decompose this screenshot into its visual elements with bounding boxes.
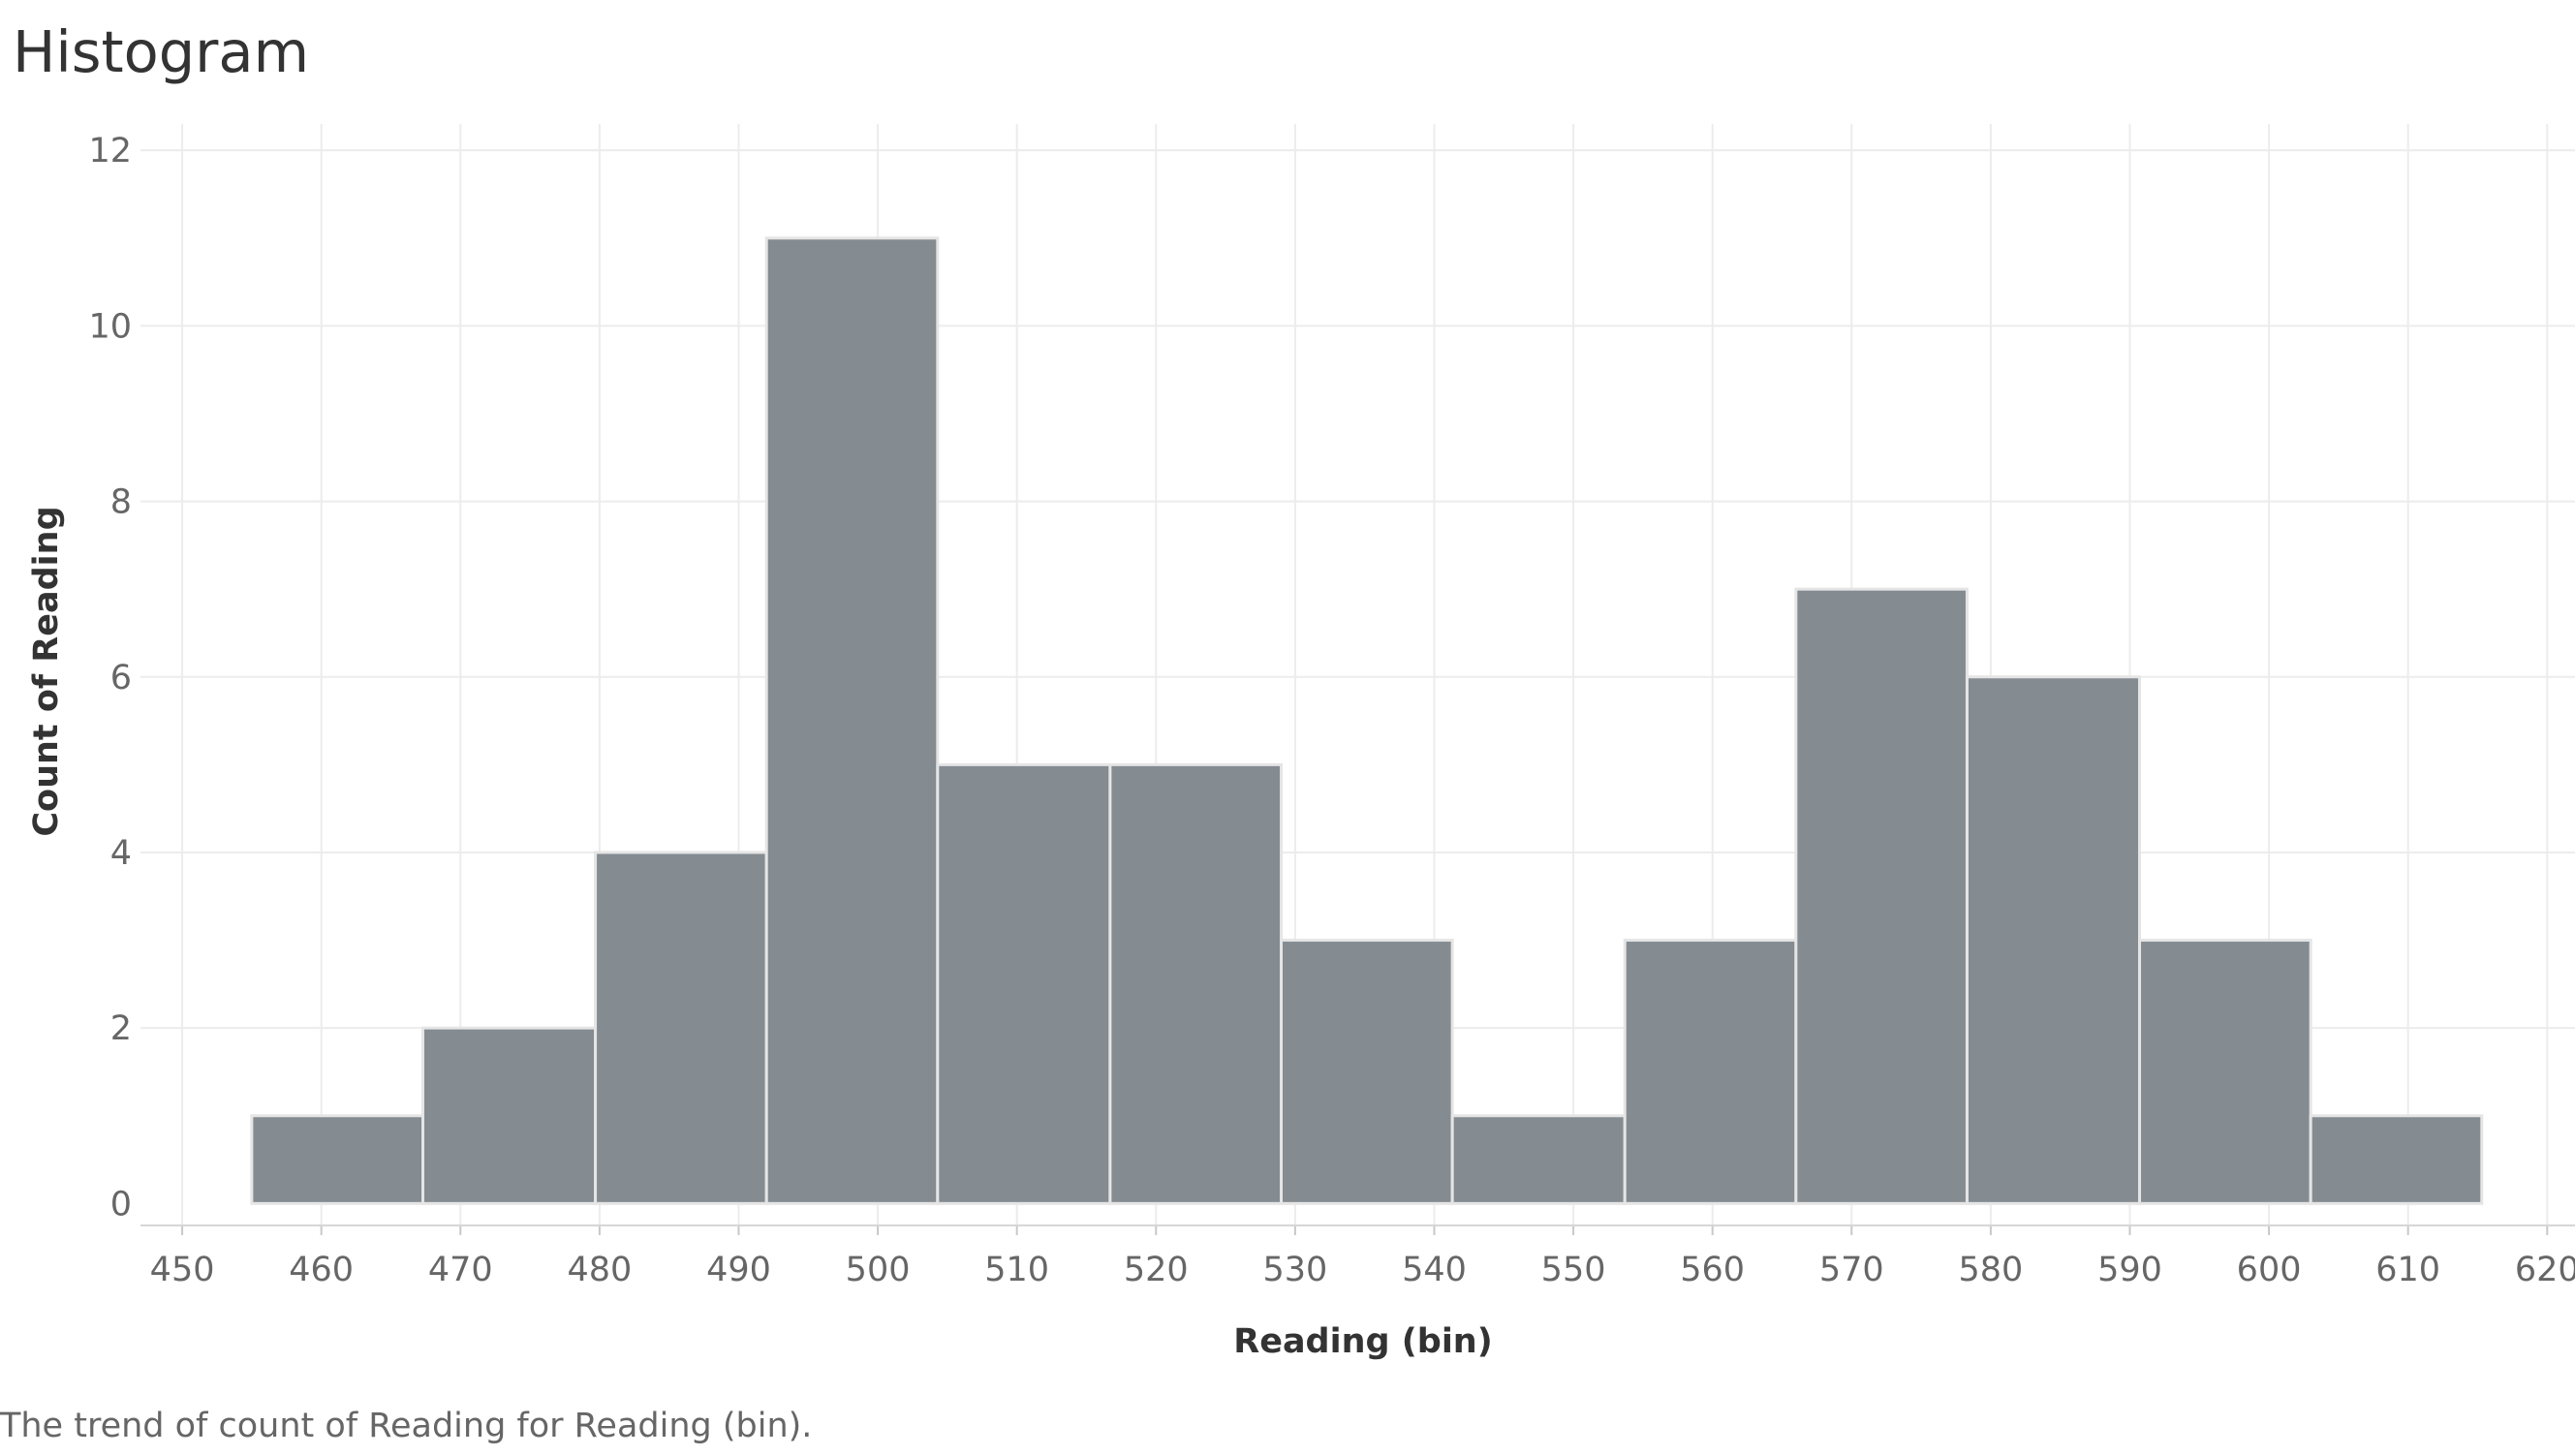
x-tick-label-570: 570 (1819, 1251, 1884, 1289)
y-tick-label-4: 4 (110, 834, 132, 873)
x-tick-label-510: 510 (984, 1251, 1049, 1289)
histogram-bar-3 (594, 851, 768, 1205)
x-tick-label-560: 560 (1680, 1251, 1745, 1289)
y-tick-label-2: 2 (110, 1009, 132, 1048)
x-tick-label-600: 600 (2237, 1251, 2302, 1289)
y-tick-label-8: 8 (110, 483, 132, 522)
y-tick-label-10: 10 (88, 307, 132, 346)
histogram-bar-11 (1965, 675, 2142, 1205)
histogram-bar-13 (2309, 1114, 2484, 1205)
x-tick-label-490: 490 (706, 1251, 771, 1289)
axes-layer: 0 2 4 6 8 10 12 450 460 470 480 490 500 510 520 530 540 5… (88, 132, 2575, 1289)
x-tick-label-470: 470 (428, 1251, 493, 1289)
histogram-bar-1 (250, 1114, 425, 1205)
histogram-bar-2 (421, 1026, 598, 1205)
x-tick-label-620: 620 (2515, 1251, 2575, 1289)
y-tick-label-6: 6 (110, 659, 132, 697)
histogram-bar-9 (1623, 939, 1798, 1205)
histogram-bar-7 (1280, 939, 1454, 1205)
chart-caption: The trend of count of Reading for Readin… (0, 1407, 813, 1445)
x-tick-label-540: 540 (1402, 1251, 1467, 1289)
histogram-bar-8 (1450, 1114, 1627, 1205)
histogram-bar-10 (1794, 587, 1969, 1205)
x-tick-label-590: 590 (2097, 1251, 2162, 1289)
x-axis-title: Reading (bin) (1233, 1322, 1492, 1361)
histogram-bar-12 (2138, 939, 2312, 1205)
histogram-bar-5 (936, 762, 1112, 1205)
x-tick-label-480: 480 (567, 1251, 632, 1289)
x-tick-label-580: 580 (1958, 1251, 2023, 1289)
chart-title: Histogram (13, 18, 310, 85)
x-tick-label-520: 520 (1124, 1251, 1189, 1289)
x-tick-label-610: 610 (2375, 1251, 2440, 1289)
bars-layer (250, 236, 2484, 1205)
x-tick-label-550: 550 (1541, 1251, 1606, 1289)
y-tick-label-12: 12 (88, 132, 132, 170)
histogram-bar-4 (764, 236, 940, 1205)
y-axis-title: Count of Reading (27, 506, 66, 836)
x-tick-label-460: 460 (289, 1251, 354, 1289)
y-tick-label-0: 0 (110, 1185, 132, 1224)
x-tick-label-500: 500 (846, 1251, 911, 1289)
x-tick-label-450: 450 (150, 1251, 215, 1289)
x-tick-label-530: 530 (1262, 1251, 1327, 1289)
histogram-bar-6 (1108, 762, 1284, 1205)
